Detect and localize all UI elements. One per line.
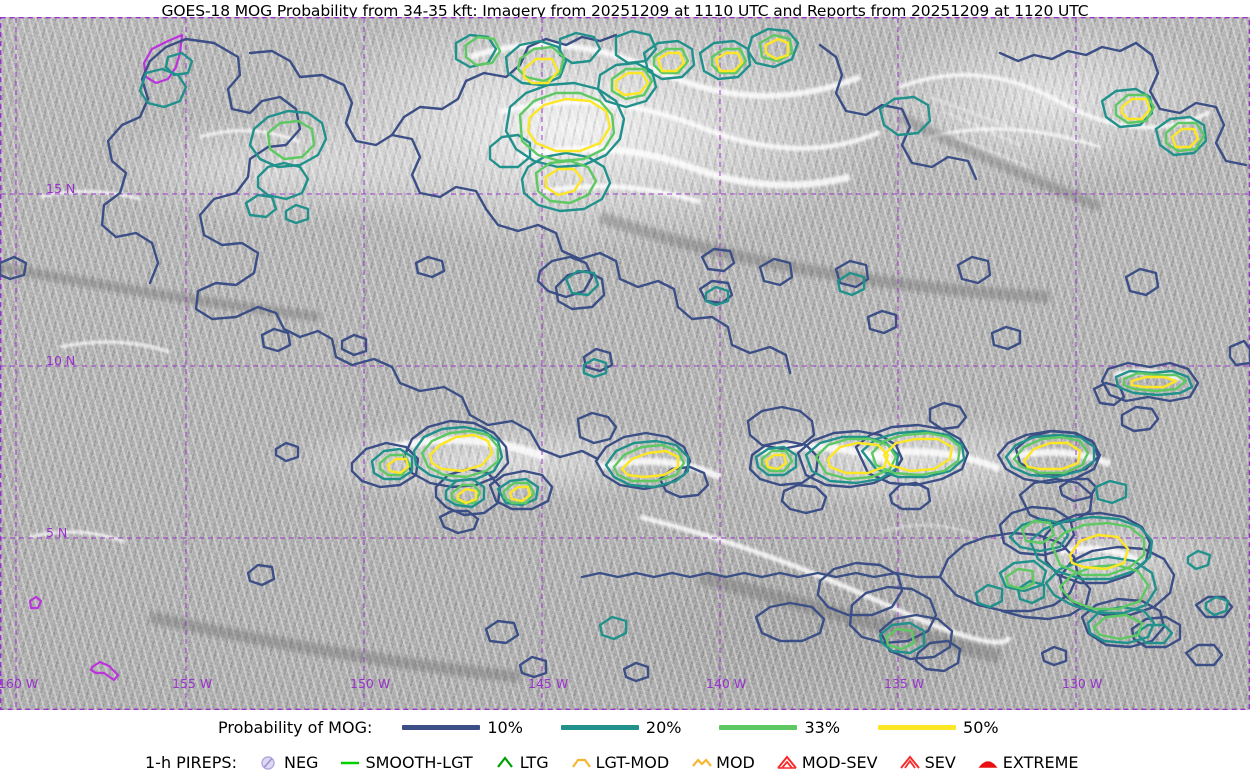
lon-label-140W: 140 W xyxy=(706,676,746,691)
cloud-streaks-layer xyxy=(0,42,1211,683)
lon-label-135W: 135 W xyxy=(884,676,924,691)
legend-item-sev[interactable]: SEV xyxy=(899,752,956,772)
legend-label-ltg: LTG xyxy=(519,752,549,772)
caret-nested-icon-sev xyxy=(899,754,922,772)
neg-slashed-circle-icon xyxy=(259,754,281,772)
horizontal-line-icon xyxy=(340,754,362,772)
caret-nested-icon-mod-sev xyxy=(777,754,799,772)
caret-flat-top-icon xyxy=(571,754,593,772)
legend-label-smooth-lgt: SMOOTH-LGT xyxy=(365,752,473,772)
probability-legend-row: Probability of MOG: 10% 20% 33% 50% xyxy=(0,710,1250,744)
legend-item-smooth-lgt[interactable]: SMOOTH-LGT xyxy=(340,752,473,772)
map-panel[interactable]: 15 N 10 N 5 N 160 W 155 W 150 W 145 W 14… xyxy=(0,17,1250,710)
legend-swatch-20pct xyxy=(560,724,639,730)
filled-caret-icon xyxy=(978,754,1000,772)
legend-item-10pct[interactable]: 10% xyxy=(402,718,523,737)
caret-icon-mod xyxy=(691,754,713,772)
lon-label-130W: 130 W xyxy=(1062,676,1102,691)
legend-item-lgt-mod[interactable]: LGT-MOD xyxy=(571,752,670,772)
mog-probability-contours xyxy=(0,27,1250,683)
contour-10pct xyxy=(0,33,1250,683)
contour-magenta-fragment xyxy=(28,33,184,682)
lat-label-10N: 10 N xyxy=(46,353,75,368)
legend-label-50pct: 50% xyxy=(963,717,999,737)
pireps-legend-title: 1-h PIREPS: xyxy=(145,752,237,772)
legend-item-mod-sev[interactable]: MOD-SEV xyxy=(777,753,878,772)
pireps-legend-row: 1-h PIREPS: NEG SMOOTH-LGT LTG xyxy=(0,744,1250,780)
legend-panel: Probability of MOG: 10% 20% 33% 50% 1-h … xyxy=(0,710,1250,782)
legend-label-20pct: 20% xyxy=(645,717,682,737)
legend-item-extreme[interactable]: EXTREME xyxy=(978,752,1079,772)
lon-label-150W: 150 W xyxy=(350,676,390,691)
contour-33pct xyxy=(266,33,1206,651)
contour-20pct xyxy=(138,27,1230,655)
legend-label-10pct: 10% xyxy=(487,717,523,737)
lon-label-155W: 155 W xyxy=(172,676,212,691)
legend-item-ltg[interactable]: LTG xyxy=(495,753,549,772)
legend-label-neg: NEG xyxy=(283,752,319,772)
contour-50pct xyxy=(386,37,1200,571)
legend-swatch-10pct xyxy=(402,724,481,730)
legend-label-mod-sev: MOD-SEV xyxy=(801,752,878,772)
legend-label-33pct: 33% xyxy=(804,717,841,737)
satellite-imagery-layer xyxy=(0,17,1250,710)
legend-swatch-33pct xyxy=(719,724,798,730)
legend-item-mod[interactable]: MOD xyxy=(691,753,755,772)
caret-icon-ltg xyxy=(495,754,517,772)
legend-label-lgt-mod: LGT-MOD xyxy=(595,752,670,772)
legend-label-extreme: EXTREME xyxy=(1002,752,1079,772)
legend-item-50pct[interactable]: 50% xyxy=(878,718,999,737)
legend-item-neg[interactable]: NEG xyxy=(259,753,318,772)
legend-label-sev: SEV xyxy=(924,752,956,772)
lon-label-160W: 160 W xyxy=(0,676,38,691)
lon-label-145W: 145 W xyxy=(528,676,568,691)
legend-item-33pct[interactable]: 33% xyxy=(719,718,840,737)
lat-label-15N: 15 N xyxy=(46,181,75,196)
probability-legend-title: Probability of MOG: xyxy=(218,717,373,737)
lat-label-5N: 5 N xyxy=(46,525,67,540)
legend-label-mod: MOD xyxy=(716,752,755,772)
page-title: GOES-18 MOG Probability from 34-35 kft: … xyxy=(161,2,1089,20)
legend-item-20pct[interactable]: 20% xyxy=(560,717,682,737)
legend-swatch-50pct xyxy=(878,724,957,730)
